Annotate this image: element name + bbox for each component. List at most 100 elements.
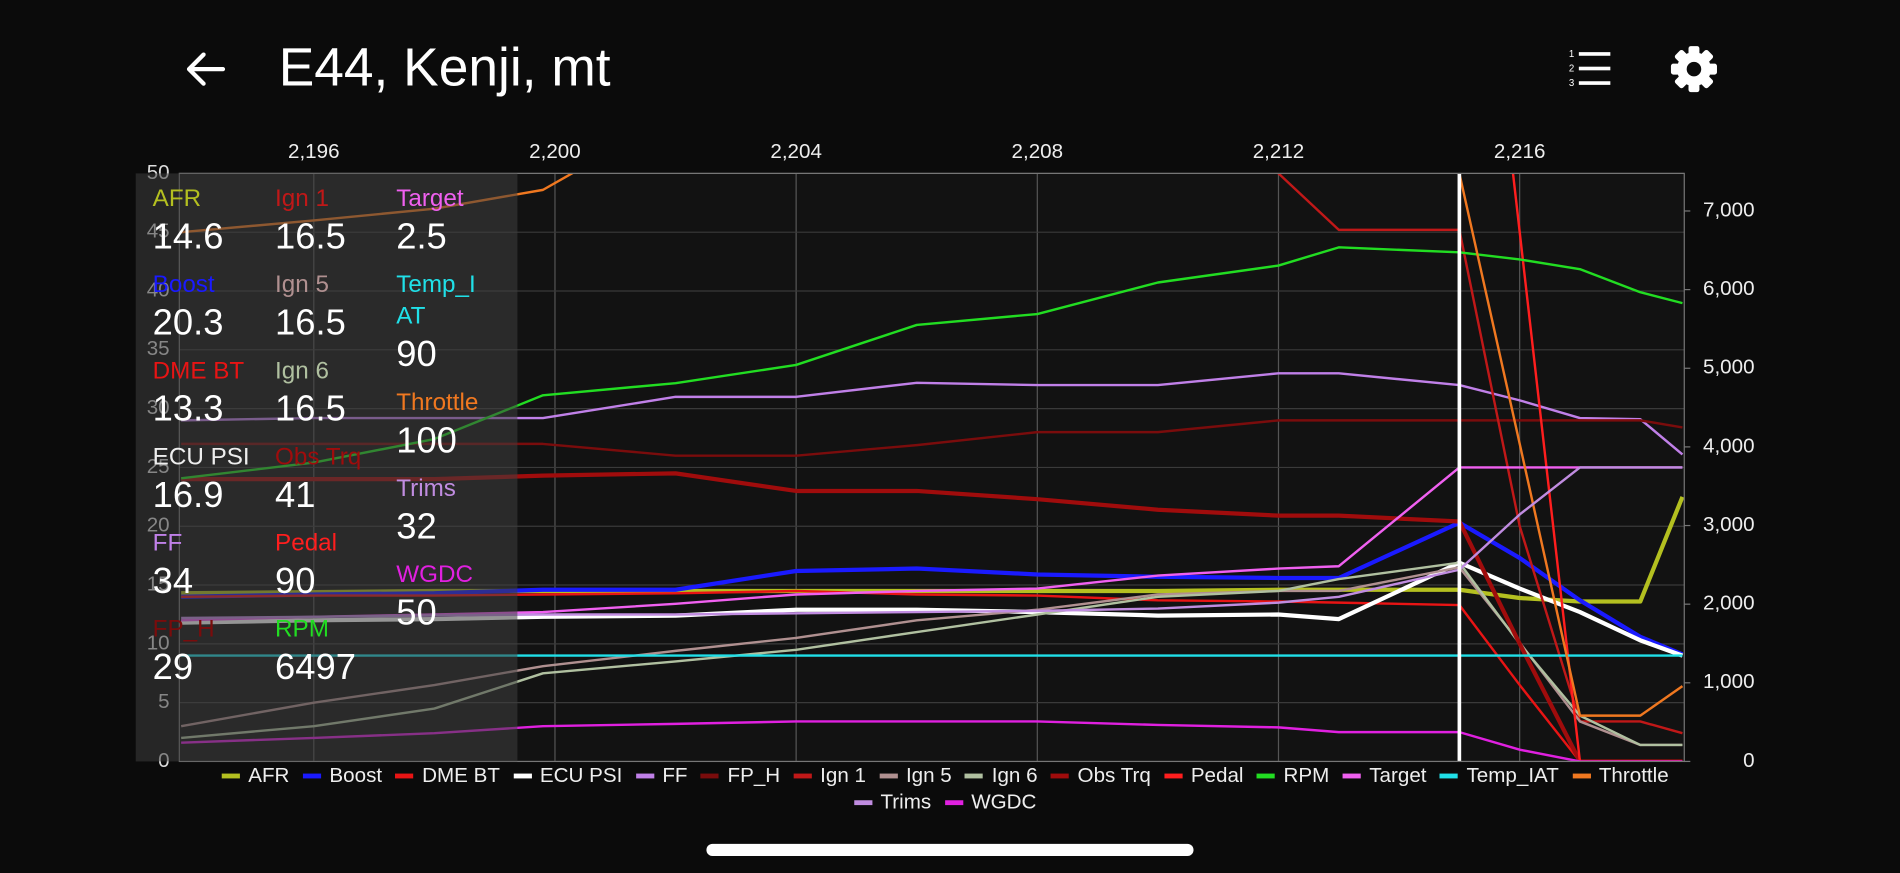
- legend-swatch: [395, 773, 414, 779]
- legend-swatch: [965, 773, 984, 779]
- legend-label: WGDC: [971, 790, 1037, 814]
- legend-label: Throttle: [1598, 763, 1669, 787]
- readout-value: 13.3: [152, 389, 224, 430]
- legend-item: Ign 6: [965, 763, 1038, 790]
- legend-label: FP_H: [727, 763, 781, 787]
- legend-label: Obs Trq: [1077, 763, 1151, 787]
- back-button[interactable]: [186, 52, 226, 86]
- list-button[interactable]: 1 2 3: [1569, 49, 1611, 89]
- y2-tick-label: 2,000: [1703, 592, 1755, 615]
- legend-label: Ign 1: [820, 763, 866, 787]
- x-tick-label: 2,200: [529, 140, 581, 163]
- readout-item: FF 34: [153, 527, 275, 605]
- readout-value: 16.5: [275, 303, 346, 344]
- readout-value: 29: [152, 647, 194, 688]
- legend-swatch: [700, 773, 720, 779]
- legend-item: Obs Trq: [1050, 763, 1151, 790]
- y2-tick-label: 6,000: [1703, 277, 1755, 300]
- legend-swatch: [1050, 773, 1070, 779]
- readout-value: 50: [396, 592, 437, 633]
- svg-text:3: 3: [1569, 78, 1574, 89]
- readout-value: 100: [396, 420, 457, 461]
- readout-name: Trims: [396, 475, 456, 502]
- legend-label: Pedal: [1190, 763, 1244, 787]
- x-tick-label: 2,196: [288, 140, 340, 163]
- readout-name: AFR: [152, 185, 202, 213]
- series-line: [1511, 173, 1683, 762]
- legend-label: ECU PSI: [539, 763, 623, 787]
- legend-item: Trims: [853, 789, 932, 816]
- x-tick-label: 2,204: [770, 140, 822, 163]
- legend-label: Trims: [880, 790, 932, 814]
- legend-swatch: [1439, 773, 1459, 779]
- readout-value: 2.5: [396, 217, 447, 258]
- series-line: [1276, 173, 1683, 735]
- legend-label: RPM: [1283, 763, 1330, 787]
- legend-item: RPM: [1256, 763, 1330, 790]
- readout-value: 20.3: [152, 303, 224, 344]
- readout-value: 90: [275, 561, 316, 602]
- readout-item: FP_H 29: [153, 614, 275, 692]
- readout-value: 16.9: [152, 475, 224, 516]
- readout-item: Pedal 90: [275, 527, 396, 605]
- readout-value: 34: [152, 561, 194, 602]
- legend-item: Target: [1342, 763, 1427, 790]
- legend-label: Target: [1369, 763, 1427, 787]
- readout-item: Obs Trq 41: [275, 441, 396, 519]
- y2-tick-label: 1,000: [1703, 670, 1755, 693]
- readout-name: ECU PSI: [152, 443, 250, 471]
- readout-name: Ign 1: [275, 185, 329, 213]
- readout-name: Boost: [152, 271, 215, 299]
- svg-text:1: 1: [1569, 49, 1574, 60]
- readout-column: AFR 14.6 Boost 20.3 DME BT 13.3 ECU PSI 16.9 FF 3…: [153, 183, 275, 761]
- x-tick-label: 2,216: [1494, 140, 1546, 163]
- readout-item: Throttle 100: [396, 387, 483, 465]
- readout-item: Trims 32: [396, 473, 483, 551]
- legend-label: Ign 5: [905, 763, 952, 787]
- legend-swatch: [302, 773, 321, 779]
- readout-name: WGDC: [396, 561, 473, 589]
- readout-item: Temp_IAT 90: [396, 269, 483, 378]
- y2-tick-label: 3,000: [1703, 513, 1755, 536]
- readout-name: Throttle: [396, 389, 479, 416]
- legend-item: Ign 1: [793, 763, 866, 790]
- legend-swatch: [635, 773, 654, 779]
- y2-tick-label: 7,000: [1703, 198, 1755, 221]
- legend-item: FP_H: [700, 763, 781, 790]
- legend-swatch: [1572, 773, 1591, 779]
- legend-item: Ign 5: [879, 763, 952, 790]
- legend-swatch: [1164, 773, 1183, 779]
- legend-item: Throttle: [1572, 763, 1669, 790]
- legend-swatch: [1256, 773, 1276, 779]
- readout-item: RPM 6497: [275, 614, 396, 692]
- legend-item: WGDC: [944, 789, 1037, 816]
- legend-item: AFR: [221, 763, 290, 790]
- legend-label: AFR: [248, 763, 290, 787]
- y2-tick-label: 5,000: [1703, 356, 1755, 379]
- x-tick-label: 2,208: [1012, 140, 1064, 163]
- legend-item: DME BT: [395, 763, 500, 790]
- legend-swatch: [1342, 773, 1361, 779]
- readout-value: 6497: [275, 647, 356, 688]
- readout-value: 16.5: [275, 389, 346, 430]
- readout-name: Temp_IAT: [396, 271, 476, 330]
- readout-value: 14.6: [152, 217, 224, 258]
- legend-swatch: [944, 800, 963, 806]
- readout-name: Ign 6: [275, 357, 329, 385]
- legend-swatch: [221, 773, 240, 779]
- readout-value: 90: [396, 334, 437, 375]
- home-indicator: [706, 843, 1194, 857]
- screen-title: E44, Kenji, mt: [279, 39, 611, 98]
- legend-item: ECU PSI: [513, 763, 622, 790]
- settings-button[interactable]: [1670, 46, 1717, 93]
- readout-value: 32: [396, 506, 437, 547]
- y2-tick-label: 4,000: [1703, 434, 1755, 457]
- legend-label: DME BT: [422, 763, 500, 787]
- readout-item: Ign 6 16.5: [275, 355, 396, 433]
- readout-name: Ign 5: [275, 271, 329, 299]
- legend-label: Temp_IAT: [1466, 763, 1559, 787]
- readout-name: Pedal: [275, 529, 338, 557]
- readout-item: ECU PSI 16.9: [153, 441, 275, 519]
- readout-column: Target 2.5 Temp_IAT 90 Throttle 100 Trims 32 WGD…: [396, 183, 483, 761]
